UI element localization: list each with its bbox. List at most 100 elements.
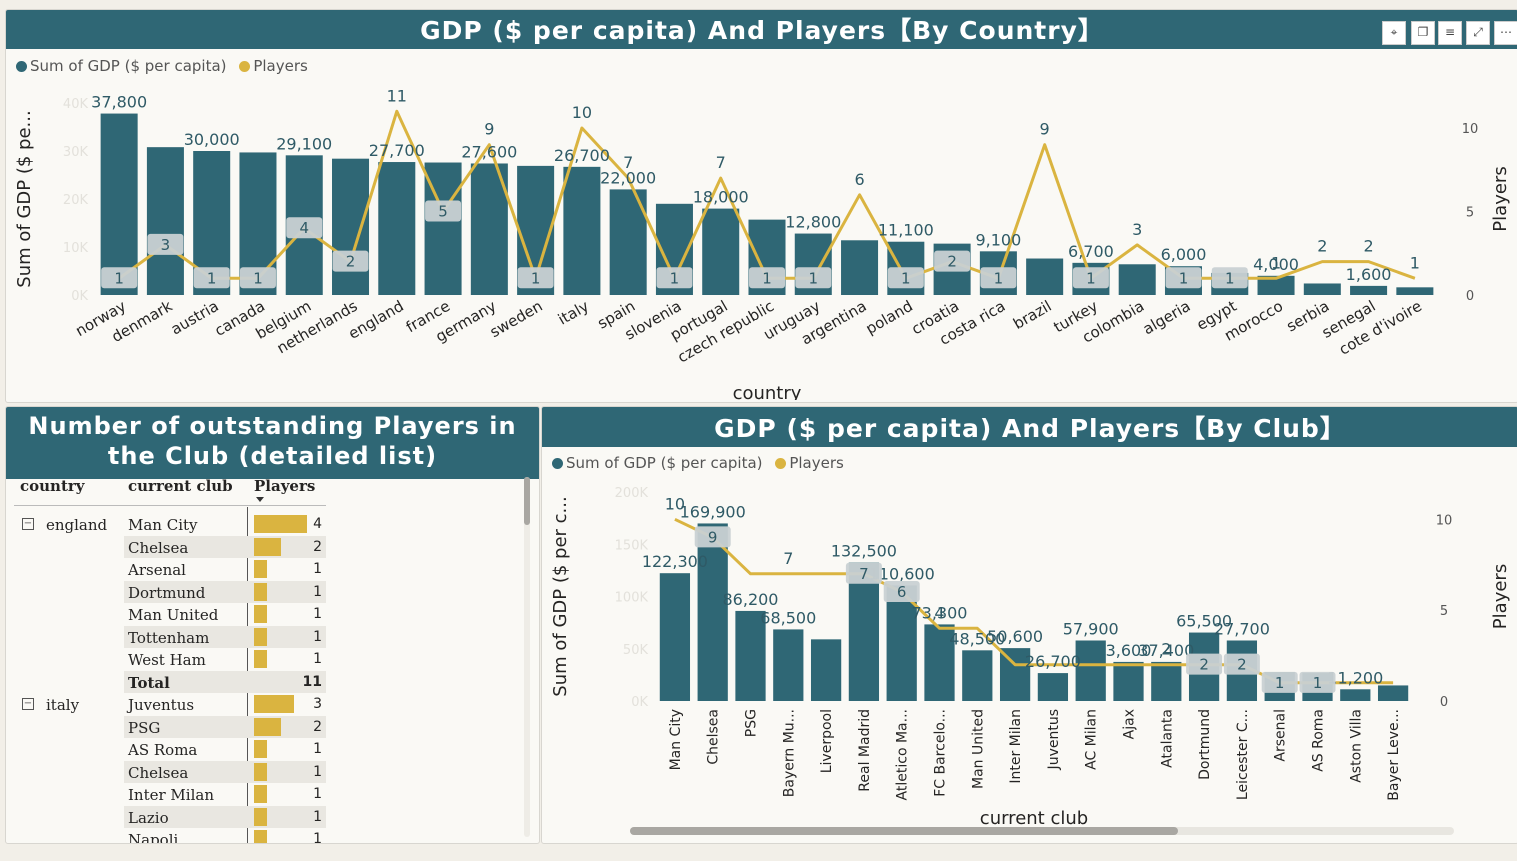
table-row[interactable]: Inter Milan 1 <box>6 783 526 805</box>
bar[interactable] <box>146 147 184 295</box>
bar-data-label: 50,600 <box>987 627 1043 646</box>
bar[interactable] <box>1037 673 1069 701</box>
bar[interactable] <box>1303 283 1341 295</box>
table-row[interactable]: AS Roma 1 <box>6 738 526 760</box>
bar[interactable] <box>332 158 370 295</box>
bar[interactable] <box>735 610 766 701</box>
row-players-value: 1 <box>313 651 322 667</box>
row-club: Total <box>128 673 170 692</box>
x-tick-label: brazil <box>1010 297 1055 333</box>
bar[interactable] <box>1396 287 1434 295</box>
row-club: Lazio <box>128 808 169 827</box>
line-data-label: 9 <box>708 528 718 546</box>
y-tick-label: 0K <box>631 695 648 710</box>
header-players[interactable]: Players <box>254 477 316 495</box>
row-players-cell: 1 <box>254 738 326 760</box>
collapse-icon[interactable]: − <box>22 518 34 530</box>
table-title-line1: Number of outstanding Players in <box>28 412 517 440</box>
filter-icon[interactable]: ≡ <box>1438 21 1462 45</box>
bar[interactable] <box>886 585 917 701</box>
bar[interactable] <box>841 240 879 295</box>
table-row[interactable]: Lazio 1 <box>6 805 526 828</box>
table-row[interactable]: Chelsea 1 <box>6 760 526 783</box>
table-row[interactable]: Chelsea 2 <box>6 535 526 558</box>
bar[interactable] <box>563 166 601 295</box>
line-data-label: 1 <box>1313 674 1323 692</box>
bar[interactable] <box>848 562 880 701</box>
row-stripe <box>124 760 254 783</box>
x-tick-label: sweden <box>487 297 546 341</box>
legend-item-players[interactable]: Players <box>239 57 308 75</box>
collapse-icon[interactable]: − <box>22 698 34 710</box>
bar[interactable] <box>659 573 691 701</box>
legend-item-players[interactable]: Players <box>775 454 844 472</box>
bar[interactable] <box>810 639 842 701</box>
club-combo-chart: 0K 50K 100K 150K 200K 0 5 10 Sum of GDP ($ per c… <box>550 486 1511 829</box>
header-country[interactable]: country <box>20 477 85 495</box>
table-scrollbar-thumb[interactable] <box>524 477 530 525</box>
line-label-box <box>239 267 276 289</box>
bar-data-label: 11,200 <box>1327 668 1383 687</box>
table-row[interactable]: Napoli 1 <box>6 828 526 843</box>
club-chart-scrollbar-thumb[interactable] <box>630 827 1178 835</box>
line-label-box <box>517 267 554 289</box>
bar[interactable] <box>773 629 804 701</box>
row-club: Tottenham <box>128 628 210 647</box>
bar[interactable] <box>1075 640 1106 701</box>
bar[interactable] <box>1257 275 1295 295</box>
row-players-cell: 2 <box>254 535 326 558</box>
table-row[interactable]: Dortmund 1 <box>6 580 526 603</box>
club-chart-scrollbar[interactable] <box>630 827 1454 835</box>
bar[interactable] <box>100 113 138 295</box>
table-row[interactable]: − italy Juventus 3 <box>6 693 526 715</box>
bar[interactable] <box>1118 264 1156 295</box>
table-row[interactable]: Tottenham 1 <box>6 625 526 648</box>
bar[interactable] <box>924 624 955 701</box>
focus-icon[interactable]: ⤢ <box>1466 21 1490 45</box>
bar[interactable] <box>697 523 728 701</box>
bar[interactable] <box>378 162 416 295</box>
bar[interactable] <box>1151 661 1182 701</box>
y2-axis-title: Players <box>1490 166 1511 231</box>
table-row[interactable]: PSG 2 <box>6 715 526 738</box>
line-data-label: 10 <box>665 494 685 513</box>
line-label-box <box>980 267 1017 289</box>
bar[interactable] <box>1026 258 1064 295</box>
row-stripe <box>124 670 254 693</box>
line-data-label: 5 <box>438 203 448 221</box>
table-row[interactable]: Man United 1 <box>6 603 526 625</box>
bar[interactable] <box>702 208 740 295</box>
more-icon[interactable]: ⋯ <box>1494 21 1517 45</box>
table-scrollbar[interactable] <box>524 477 530 837</box>
row-players-value: 1 <box>313 786 322 802</box>
bar[interactable] <box>962 650 993 701</box>
bar-data-label: 12,800 <box>785 213 841 232</box>
copy-icon[interactable]: ❐ <box>1411 21 1435 45</box>
players-data-bar <box>254 695 294 713</box>
table-row[interactable]: Arsenal 1 <box>6 558 526 580</box>
bar[interactable] <box>1340 689 1371 701</box>
players-data-bar <box>254 650 268 668</box>
line-data-label: 3 <box>1132 220 1142 239</box>
bar-data-label: 27,600 <box>461 142 517 161</box>
row-players-cell: 3 <box>254 693 326 715</box>
bar[interactable] <box>1350 285 1388 295</box>
line-data-label: 9 <box>484 120 494 139</box>
legend-item-gdp[interactable]: Sum of GDP ($ per capita) <box>552 454 763 472</box>
row-club: Inter Milan <box>128 786 214 804</box>
bar[interactable] <box>1377 685 1409 701</box>
table-row[interactable]: West Ham 1 <box>6 648 526 670</box>
pin-icon[interactable]: ⌖ <box>1382 21 1406 45</box>
x-tick-label: Leicester C... <box>1235 709 1251 800</box>
country-chart-panel: GDP ($ per capita) And Players【By Countr… <box>5 9 1517 403</box>
bar[interactable] <box>1113 661 1144 701</box>
table-row[interactable]: − england Man City 4 <box>6 513 526 535</box>
bar-data-label: 11,100 <box>878 221 934 240</box>
line-data-label: 1 <box>901 269 911 287</box>
table-total-row[interactable]: Total 11 <box>6 670 526 693</box>
header-current-club[interactable]: current club <box>128 477 233 495</box>
x-tick-label: Juventus <box>1046 709 1062 770</box>
bar[interactable] <box>470 163 508 295</box>
y-tick-label: 0K <box>71 289 88 304</box>
legend-item-gdp[interactable]: Sum of GDP ($ per capita) <box>16 57 227 75</box>
